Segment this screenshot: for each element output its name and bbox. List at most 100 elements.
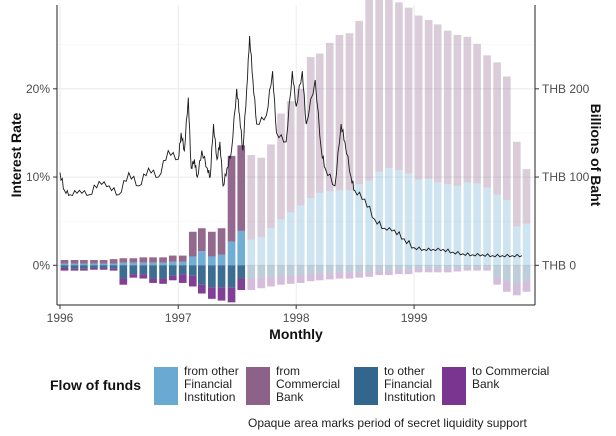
bar-segment [335,190,344,266]
bar-segment [365,0,374,181]
bar-segment [306,265,315,275]
ticks: 1996 1997 1998 1999 0% 10% 20% THB 0 THB 100 THB … [26,82,590,325]
legend: Flow of funds from other Financial Insti… [50,364,610,408]
legend-swatch [354,367,378,405]
bar-segment [433,24,442,183]
bar-segment [178,265,187,275]
bar-segment [109,268,118,271]
bar-segment [197,228,206,252]
bar-segment [443,30,452,185]
bar-segment [80,268,88,271]
bar-segment [257,277,266,289]
bar-segment [129,274,138,278]
bar-segment [404,173,413,266]
bar-segment [385,0,393,169]
bar-segment [315,53,324,193]
bar-segment [325,265,334,274]
bar-segment [208,265,216,288]
bar-segment [99,265,108,268]
bar-segment [473,183,481,266]
bar-segment [453,265,462,269]
bar-segment [257,265,266,278]
bar-segment [453,35,462,186]
bar-segment [395,265,403,270]
bar-segment [306,198,315,266]
bar-segment [355,265,363,273]
bar-segment [90,260,98,264]
bar-segment [277,275,285,285]
bar-segment [109,259,118,264]
bar-segment [512,226,521,266]
bar-segment [168,255,177,262]
bar-segment [424,178,433,266]
bar-segment [168,275,177,281]
bar-segment [522,223,531,266]
x-tick-label: 1997 [165,311,192,325]
bar-segment [90,267,98,270]
legend-label: from other Financial Institution [184,364,239,404]
bar-segment [463,182,472,266]
bar-segment [70,263,79,266]
bar-segment [197,265,206,285]
bar-segment [227,155,236,242]
bar-segment [306,57,315,199]
bar-segment [197,284,206,294]
bar-segment [129,265,138,275]
bar-segment [286,101,295,213]
bar-segment [315,192,324,266]
bar-segment [90,263,98,266]
bar-segment [247,278,256,290]
bar-segment [119,258,128,263]
bar-segment [473,43,481,184]
legend-label: from Commercial Bank [276,364,341,404]
x-tick-label: 1999 [401,311,428,325]
bar-segment [188,275,197,287]
bar-segment [306,274,315,282]
bar-segment [247,155,256,240]
bar-segment [149,262,157,266]
y-right-tick-label: THB 100 [542,170,590,184]
bar-segment [502,281,511,292]
bar-segment [443,265,452,269]
bar-segment [197,251,206,266]
bar-segment [257,157,266,238]
bar-segment [60,267,69,271]
bar-segment [139,274,148,279]
bar-segment [178,261,187,266]
bar-segment [512,282,521,296]
x-tick-label: 1998 [283,311,310,325]
bar-segment [217,287,226,301]
bar-segment [473,267,481,271]
bar-segment [522,169,531,224]
bar-segment [493,265,501,278]
bar-segment [119,265,128,279]
bar-segment [385,270,393,275]
bar-segment [345,33,354,191]
bar-segment [188,256,197,266]
y-left-tick-label: 20% [26,82,50,96]
bar-segment [208,231,216,257]
bar-segment [395,2,403,171]
bar-segment [424,265,433,269]
bar-segment [385,168,393,266]
bar-segment [424,20,433,179]
bar-segment [277,265,285,276]
bar-segment [404,265,413,270]
bar-segment [395,269,403,275]
bar-segment [493,62,501,195]
bar-segment [375,171,384,266]
bar-segment [345,272,354,279]
bar-segment [227,265,236,288]
bar-segment [129,262,138,266]
bar-segment [99,267,108,270]
y-axis-left-title: Interest Rate [8,112,24,197]
y-axis-right-title: Billions of Baht [588,104,604,207]
interest-rate-line [59,35,523,258]
bar-segment [149,265,157,279]
bar-segment [286,212,295,266]
bars [60,0,531,303]
bar-segment [365,180,374,266]
y-right-tick-label: THB 200 [542,82,590,96]
bar-segment [512,141,521,227]
y-left-tick-label: 0% [33,258,51,272]
